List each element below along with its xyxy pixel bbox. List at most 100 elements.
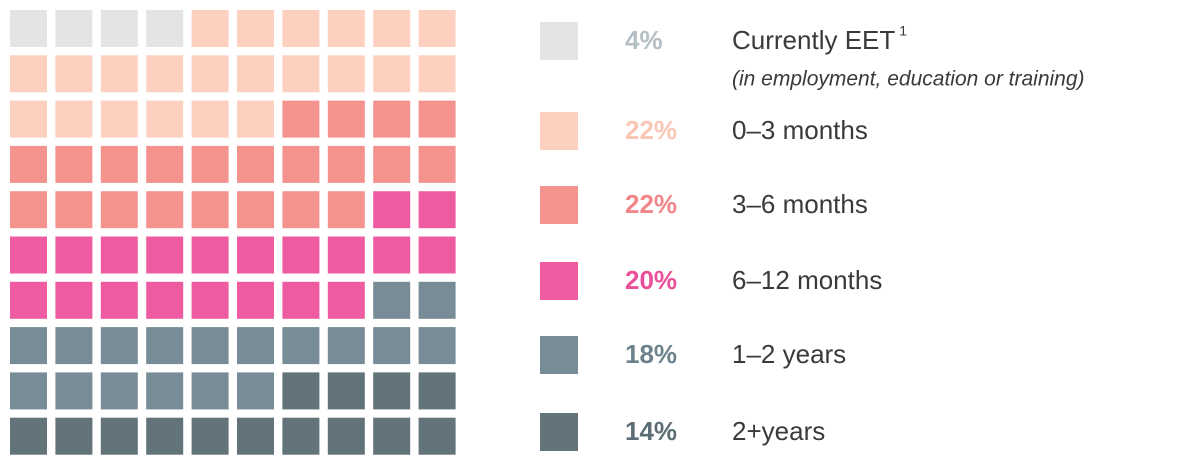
waffle-cell — [327, 236, 365, 274]
waffle-cell — [191, 281, 229, 319]
waffle-cell — [237, 10, 274, 47]
waffle-cell — [100, 10, 138, 47]
waffle-cell — [418, 100, 456, 138]
waffle-cell — [100, 100, 138, 138]
legend-value: 4% — [625, 25, 663, 55]
waffle-cell — [146, 327, 184, 365]
waffle-cell — [55, 191, 93, 229]
waffle-cell — [282, 191, 320, 229]
waffle-cell — [55, 55, 93, 93]
waffle-cell — [55, 236, 93, 274]
waffle-cell — [373, 372, 411, 410]
waffle-cell — [237, 417, 274, 455]
waffle-cell — [373, 281, 411, 319]
legend-value: 18% — [625, 339, 677, 369]
waffle-cell — [55, 10, 93, 47]
waffle-cell — [146, 281, 184, 319]
legend-swatch — [540, 336, 578, 374]
waffle-cell — [282, 55, 320, 93]
waffle-cell — [237, 327, 274, 365]
legend-value: 20% — [625, 265, 677, 295]
waffle-cell — [10, 100, 47, 138]
waffle-cell — [282, 372, 320, 410]
waffle-cell — [55, 372, 93, 410]
waffle-cell — [237, 236, 274, 274]
waffle-cell — [282, 281, 320, 319]
waffle-cell — [418, 372, 456, 410]
legend-value: 22% — [625, 115, 677, 145]
waffle-cell — [10, 55, 47, 93]
waffle-cell — [55, 281, 93, 319]
waffle-cell — [327, 100, 365, 138]
waffle-cell — [327, 10, 365, 47]
waffle-cell — [10, 372, 47, 410]
waffle-cell — [237, 55, 274, 93]
waffle-cell — [100, 327, 138, 365]
waffle-cell — [327, 417, 365, 455]
waffle-cell — [282, 10, 320, 47]
waffle-cell — [373, 236, 411, 274]
waffle-cell — [191, 236, 229, 274]
waffle-cell — [373, 327, 411, 365]
waffle-cell — [191, 372, 229, 410]
legend-swatch — [540, 262, 578, 300]
waffle-cell — [146, 417, 184, 455]
waffle-cell — [327, 145, 365, 183]
waffle-cell — [100, 55, 138, 93]
waffle-cell — [146, 100, 184, 138]
legend-label: 0–3 months — [732, 115, 868, 145]
legend-label: 3–6 months — [732, 189, 868, 219]
waffle-cell — [282, 417, 320, 455]
waffle-cell — [10, 10, 47, 47]
waffle-cell — [191, 100, 229, 138]
legend-value: 22% — [625, 189, 677, 219]
legend-swatch — [540, 186, 578, 224]
waffle-cell — [373, 10, 411, 47]
waffle-cell — [10, 327, 47, 365]
waffle-cell — [191, 55, 229, 93]
waffle-cell — [10, 191, 47, 229]
waffle-cell — [373, 417, 411, 455]
waffle-cell — [373, 145, 411, 183]
waffle-cell — [327, 55, 365, 93]
waffle-cell — [146, 10, 184, 47]
waffle-cell — [282, 236, 320, 274]
legend-swatch — [540, 112, 578, 150]
waffle-cell — [191, 145, 229, 183]
waffle-cell — [327, 372, 365, 410]
waffle-cell — [146, 145, 184, 183]
waffle-cell — [373, 55, 411, 93]
waffle-cell — [55, 327, 93, 365]
waffle-cell — [327, 327, 365, 365]
waffle-cell — [191, 191, 229, 229]
waffle-cell — [100, 191, 138, 229]
legend-subtitle: (in employment, education or training) — [732, 68, 1085, 91]
legend-label: 1–2 years — [732, 339, 846, 369]
waffle-cell — [282, 100, 320, 138]
waffle-cell — [237, 281, 274, 319]
waffle-cell — [55, 145, 93, 183]
waffle-cell — [191, 417, 229, 455]
waffle-cell — [100, 417, 138, 455]
waffle-cell — [418, 191, 456, 229]
waffle-cell — [146, 191, 184, 229]
waffle-cell — [418, 281, 456, 319]
waffle-cell — [418, 10, 456, 47]
waffle-cell — [146, 55, 184, 93]
waffle-cell — [282, 327, 320, 365]
waffle-cell — [191, 327, 229, 365]
legend-swatch — [540, 413, 578, 451]
legend-superscript: 1 — [899, 23, 907, 39]
waffle-cell — [373, 191, 411, 229]
waffle-cell — [100, 281, 138, 319]
legend-swatch — [540, 22, 578, 60]
waffle-cell — [55, 417, 93, 455]
waffle-cell — [418, 145, 456, 183]
waffle-cell — [373, 100, 411, 138]
waffle-cell — [237, 100, 274, 138]
waffle-cell — [10, 236, 47, 274]
waffle-cell — [418, 236, 456, 274]
waffle-cell — [418, 417, 456, 455]
legend-label: 6–12 months — [732, 265, 882, 295]
